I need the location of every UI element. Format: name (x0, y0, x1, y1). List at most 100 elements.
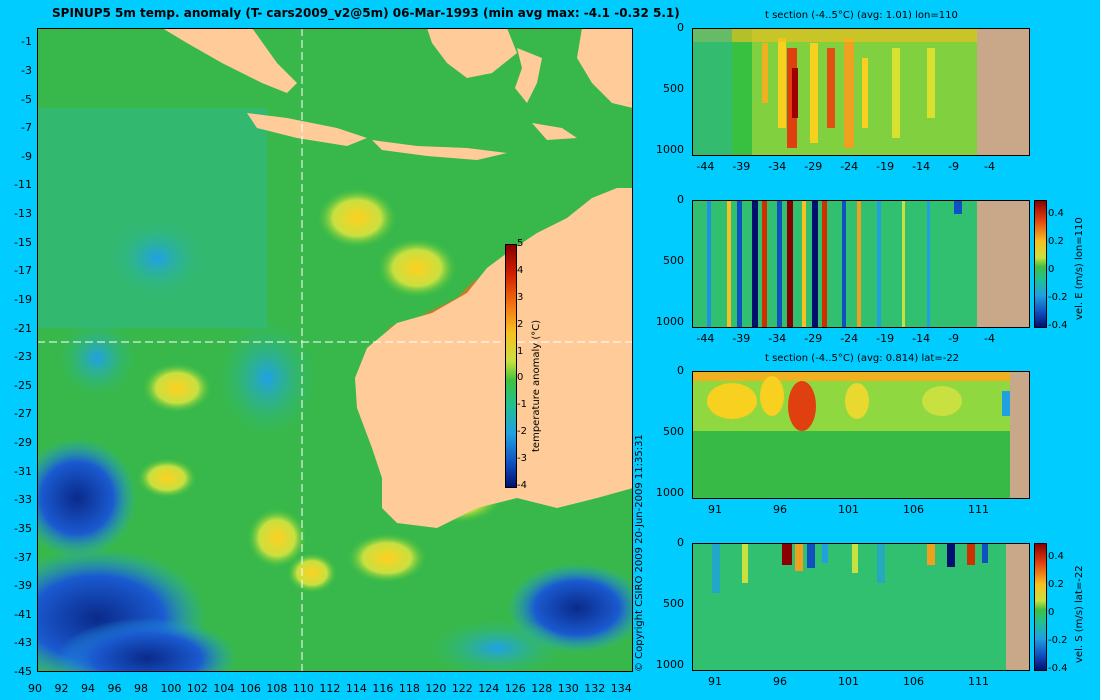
section-depth-tick: 1000 (656, 657, 684, 671)
lat-tick-label: -1 (21, 35, 32, 49)
lon-tick-label: 134 (610, 682, 632, 695)
lon-tick-label: 100 (160, 682, 182, 695)
section-x-tick: -39 (732, 332, 751, 345)
vel-s-colorbar-label: vel. S (m/s) lat=-22 (1074, 565, 1085, 663)
section-x-tick: -39 (732, 160, 751, 173)
colorbar-tick-label: -2 (517, 426, 527, 438)
java-land (247, 113, 367, 146)
map-colorbar-label: temperature anomaly (°C) (531, 319, 542, 452)
section-x-tick: -29 (804, 160, 823, 173)
section-depth-tick: 0 (677, 536, 684, 549)
lat-tick-label: -15 (14, 235, 32, 249)
lon-tick-label: 130 (557, 682, 579, 695)
lon-tick-label: 112 (319, 682, 341, 695)
section-x-tick: 91 (708, 503, 722, 516)
lat-tick-label: -7 (21, 121, 32, 135)
lon-tick-label: 102 (186, 682, 208, 695)
section-depth-tick: 1000 (656, 314, 684, 328)
lon-tick-label: 114 (345, 682, 367, 695)
vel-s-section-lat-22 (692, 543, 1030, 671)
lon-tick-label: 106 (239, 682, 261, 695)
lat-tick-label: -37 (14, 550, 32, 564)
lat-tick-label: -41 (14, 607, 32, 621)
velocity-colorbar-tick: -0.2 (1048, 292, 1068, 303)
sulawesi-land (515, 48, 542, 103)
section-x-tick: -4 (984, 332, 995, 345)
section-x-tick: -34 (768, 160, 787, 173)
section-x-tick: -9 (948, 160, 960, 173)
colorbar-tick-label: -1 (517, 399, 527, 411)
temperature-anomaly-map (37, 28, 633, 672)
lat-tick-label: -3 (21, 63, 32, 77)
borneo-land (427, 28, 517, 78)
lon-tick-label: 116 (372, 682, 394, 695)
lat-tick-label: -43 (14, 636, 32, 650)
vel-e-section-lon110 (692, 200, 1030, 328)
lat-tick-label: -13 (14, 207, 32, 221)
section-x-tick: 96 (773, 503, 787, 516)
section-x-tick: 106 (903, 675, 924, 688)
section-x-tick: -14 (912, 160, 931, 173)
lon-tick-label: 98 (133, 682, 148, 695)
section-x-tick: -4 (984, 160, 995, 173)
colorbar-tick-label: 5 (517, 238, 524, 249)
velocity-colorbar-tick: 0.2 (1048, 579, 1064, 590)
map-colorbar (505, 244, 517, 488)
vel-e-colorbar (1034, 200, 1047, 328)
colorbar-tick-label: -4 (517, 480, 527, 491)
sumatra-land (162, 28, 297, 93)
section-depth-tick: 500 (663, 424, 684, 438)
section-depth-tick: 0 (677, 364, 684, 377)
colorbar-tick-label: 3 (517, 291, 524, 303)
lat-tick-label: -9 (21, 149, 32, 163)
section-x-tick: -19 (876, 332, 895, 345)
panel-0-title: t section (-4..5°C) (avg: 1.01) lon=110 (765, 10, 958, 21)
section-depth-tick: 0 (677, 193, 684, 206)
section-x-tick: 91 (708, 675, 722, 688)
section-x-tick: -19 (876, 160, 895, 173)
section-x-tick: -24 (840, 332, 859, 345)
lon-tick-label: 94 (80, 682, 95, 695)
lon-tick-label: 108 (266, 682, 288, 695)
section-depth-tick: 500 (663, 596, 684, 610)
colorbar-tick-label: 4 (517, 264, 524, 276)
section-x-tick: -24 (840, 160, 859, 173)
lat-tick-label: -5 (21, 92, 32, 106)
vel-e-colorbar-label: vel. E (m/s) lon=110 (1074, 217, 1085, 320)
temp-section-lat-22 (692, 371, 1030, 499)
panel-2-title: t section (-4..5°C) (avg: 0.814) lat=-22 (765, 353, 960, 364)
section-x-tick: 111 (968, 503, 989, 516)
section-x-tick: 106 (903, 503, 924, 516)
lon-tick-label: 118 (398, 682, 420, 695)
map-title: SPINUP5 5m temp. anomaly (T- cars2009_v2… (52, 6, 680, 20)
section-depth-tick: 0 (677, 21, 684, 34)
lat-tick-label: -39 (14, 579, 32, 593)
section-depth-tick: 1000 (656, 142, 684, 156)
section-depth-tick: 1000 (656, 485, 684, 499)
lat-tick-label: -35 (14, 521, 32, 535)
section-x-tick: 101 (838, 675, 859, 688)
colorbar-tick-label: 2 (517, 318, 524, 330)
velocity-colorbar-tick: 0.2 (1048, 236, 1064, 247)
lon-tick-label: 124 (478, 682, 500, 695)
lat-tick-label: -11 (14, 178, 32, 192)
section-depth-tick: 500 (663, 81, 684, 95)
lat-tick-label: -21 (14, 321, 32, 335)
lat-tick-label: -29 (14, 436, 32, 450)
section-x-tick: -34 (768, 332, 787, 345)
lat-tick-label: -23 (14, 350, 32, 364)
section-x-tick: -14 (912, 332, 931, 345)
section-x-tick: -9 (948, 332, 960, 345)
lat-tick-label: -33 (14, 493, 32, 507)
lat-tick-label: -25 (14, 378, 32, 392)
colorbar-tick-label: 0 (517, 372, 524, 384)
section-x-tick: -44 (696, 332, 715, 345)
section-x-tick: -44 (696, 160, 715, 173)
new-guinea-land (577, 28, 633, 108)
temp-section-lon110 (692, 28, 1030, 156)
section-x-tick: 96 (773, 675, 787, 688)
velocity-colorbar-tick: 0.4 (1048, 208, 1064, 219)
lon-tick-label: 90 (28, 682, 42, 695)
lat-tick-label: -27 (14, 407, 32, 421)
section-x-tick: 101 (838, 503, 859, 516)
